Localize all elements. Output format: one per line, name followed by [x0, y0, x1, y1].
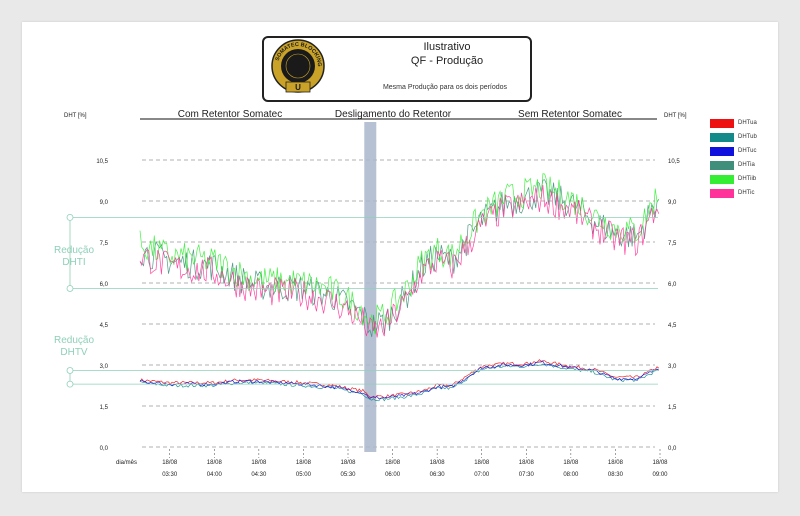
x-tick-time: 03:30	[162, 472, 178, 478]
x-tick-date: 18/08	[251, 460, 267, 466]
y-tick-right: 4,5	[668, 323, 677, 329]
reduction-label: Redução	[54, 245, 94, 256]
shutdown-band	[364, 122, 377, 452]
y-tick-right: 10,5	[668, 159, 680, 165]
reduction-label: Redução	[54, 335, 94, 346]
x-tick-time: 06:30	[430, 472, 446, 478]
x-tick-time: 04:30	[251, 472, 267, 478]
x-tick-date: 18/08	[340, 460, 356, 466]
y-tick-left: 6,0	[100, 282, 109, 288]
reduction-marker	[66, 380, 74, 388]
y-tick-left: 7,5	[100, 241, 109, 247]
y-tick-left: 9,0	[100, 200, 109, 206]
legend-item-dhtic: DHTic	[710, 189, 780, 198]
x-tick-date: 18/08	[296, 460, 312, 466]
x-tick-date: 18/08	[519, 460, 535, 466]
y-tick-left: 0,0	[100, 446, 109, 452]
y-axis-label-left: DHT [%]	[64, 113, 87, 119]
series-dhtuc	[139, 360, 659, 400]
x-tick-time: 06:00	[385, 472, 401, 478]
x-tick-time: 09:00	[652, 472, 668, 478]
legend-swatch	[710, 161, 734, 170]
legend-label: DHTic	[738, 190, 755, 196]
reduction-label: DHTI	[62, 257, 85, 268]
x-axis-label: dia/mês	[116, 460, 137, 466]
x-tick-date: 18/08	[430, 460, 446, 466]
legend-item-dhtia: DHTia	[710, 161, 780, 170]
reduction-label: DHTV	[60, 347, 88, 358]
x-tick-date: 18/08	[162, 460, 178, 466]
reduction-marker	[66, 285, 74, 292]
y-tick-right: 7,5	[668, 241, 677, 247]
x-tick-date: 18/08	[207, 460, 223, 466]
legend-label: DHTuc	[738, 148, 757, 154]
y-tick-right: 1,5	[668, 405, 677, 411]
legend-item-dhtub: DHTub	[710, 133, 780, 142]
legend-item-dhtuc: DHTuc	[710, 147, 780, 156]
series-dhtia	[139, 179, 660, 338]
legend-label: DHTub	[738, 134, 757, 140]
series-dhtic	[139, 185, 660, 338]
legend-swatch	[710, 119, 734, 128]
x-tick-time: 05:00	[296, 472, 312, 478]
y-tick-right: 6,0	[668, 282, 677, 288]
series-lines	[139, 173, 660, 402]
legend-item-dhtiib: DHTiib	[710, 175, 780, 184]
legend-item-dhtua: DHTua	[710, 119, 780, 128]
y-tick-left: 10,5	[96, 159, 108, 165]
series-dhtiib	[139, 173, 660, 335]
x-tick-date: 18/08	[608, 460, 624, 466]
shutdown-band-rect	[364, 122, 377, 452]
somatec-logo: SOMATEC BLOCKING U	[271, 39, 325, 93]
x-tick-time: 08:00	[563, 472, 579, 478]
reduction-marker	[66, 367, 74, 374]
period-label: Com Retentor Somatec	[178, 109, 283, 120]
legend-swatch	[710, 147, 734, 156]
x-tick-time: 04:00	[207, 472, 223, 478]
x-tick-date: 18/08	[385, 460, 401, 466]
x-tick-date: 18/08	[563, 460, 579, 466]
y-tick-right: 0,0	[668, 446, 677, 452]
x-tick-time: 07:00	[474, 472, 490, 478]
legend-swatch	[710, 189, 734, 198]
x-tick-time: 07:30	[519, 472, 535, 478]
x-tick-time: 05:30	[340, 472, 356, 478]
chart-title: Ilustrativo	[423, 41, 471, 53]
legend-label: DHTua	[738, 120, 757, 126]
y-tick-left: 4,5	[100, 323, 109, 329]
legend-label: DHTia	[738, 162, 755, 168]
y-tick-left: 1,5	[100, 405, 109, 411]
x-tick-time: 08:30	[608, 472, 624, 478]
period-label: Desligamento do Retentor	[335, 109, 452, 120]
y-tick-right: 9,0	[668, 200, 677, 206]
y-tick-left: 3,0	[100, 364, 109, 370]
legend-swatch	[710, 133, 734, 142]
annotations	[66, 213, 658, 388]
logo-letter: U	[295, 83, 301, 92]
chart-note: Mesma Produção para os dois períodos	[382, 84, 508, 91]
x-tick-date: 18/08	[474, 460, 490, 466]
reduction-marker	[66, 213, 74, 221]
chart-subtitle: QF - Produção	[410, 55, 484, 67]
y-tick-right: 3,0	[668, 364, 677, 370]
series-dhtua	[139, 359, 660, 399]
legend-label: DHTiib	[738, 176, 757, 182]
period-label: Sem Retentor Somatec	[518, 109, 622, 120]
y-axis-label-right: DHT [%]	[664, 113, 687, 119]
axis-text: 0,0 0,0 1,5 1,5 3,0 3,0 4,5 4,5 6,0 6,0 7,5 7,5 9,0 9…	[54, 109, 687, 478]
legend-swatch	[710, 175, 734, 184]
x-tick-date: 18/08	[652, 460, 668, 466]
